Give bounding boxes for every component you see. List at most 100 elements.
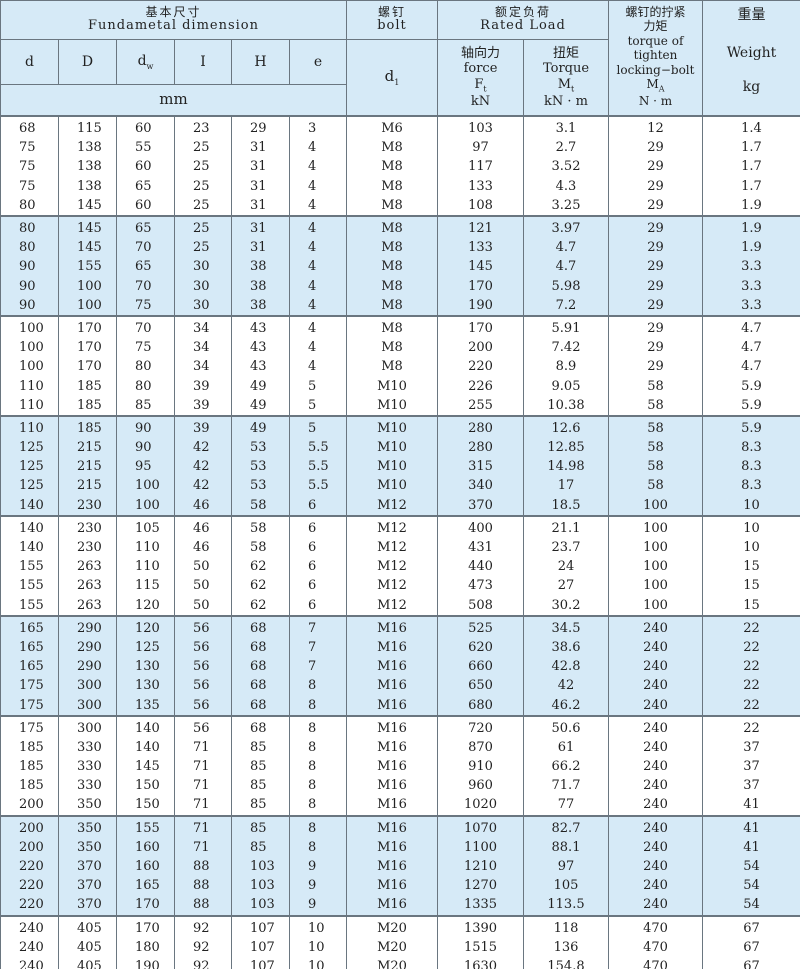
cell-D: 138: [58, 176, 117, 196]
cell-force: 97: [437, 138, 524, 158]
cell-d: 165: [0, 637, 59, 658]
cell-D: 300: [58, 695, 117, 716]
cell-H: 68: [231, 676, 290, 696]
force-unit: kN: [470, 93, 491, 109]
cell-weight: 22: [702, 637, 800, 658]
cell-e: 4: [289, 276, 347, 296]
force-symbol: Ft: [438, 77, 523, 94]
cell-dw: 90: [116, 414, 175, 438]
cell-weight: 4.7: [702, 338, 800, 358]
cell-dw: 110: [116, 537, 175, 558]
cell-d: 110: [0, 376, 59, 396]
header-tighten-torque: 螺钉的拧紧力矩 torque of tighten locking−bolt M…: [608, 0, 703, 117]
cell-dw: 80: [116, 376, 175, 396]
table-row: 155 263 110 50 62 6 M12 440 24 100 15: [0, 557, 800, 577]
cell-force: 870: [437, 737, 524, 757]
cell-bolt: M16: [346, 876, 438, 896]
cell-H: 53: [231, 457, 290, 477]
cell-e: 4: [289, 314, 347, 339]
header-rated-load: 额定负荷 Rated Load: [437, 0, 609, 40]
cell-weight: 37: [702, 737, 800, 757]
cell-D: 263: [58, 557, 117, 577]
bolt-cn: 螺钉: [377, 4, 406, 19]
cell-e: 4: [289, 195, 347, 216]
table-row: 155 263 115 50 62 6 M12 473 27 100 15: [0, 576, 800, 596]
cell-d: 165: [0, 657, 59, 677]
cell-force: 190: [437, 295, 524, 316]
cell-dw: 115: [116, 576, 175, 596]
cell-bolt: M16: [346, 856, 438, 877]
cell-dw: 100: [116, 476, 175, 496]
cell-torque: 105: [523, 876, 609, 896]
cell-torque: 18.5: [523, 495, 609, 516]
table-row: 110 185 80 39 49 5 M10 226 9.05 58 5.9: [0, 376, 800, 396]
cell-d: 175: [0, 695, 59, 716]
cell-tighten-torque: 58: [608, 414, 703, 438]
cell-dw: 65: [116, 214, 175, 239]
cell-I: 34: [174, 338, 232, 358]
cell-bolt: M16: [346, 714, 438, 738]
table-row: 75 138 60 25 31 4 M8 117 3.52 29 1.7: [0, 157, 800, 177]
cell-weight: 41: [702, 795, 800, 816]
cell-dw: 120: [116, 595, 175, 616]
cell-tighten-torque: 29: [608, 314, 703, 339]
table-row: 165 290 130 56 68 7 M16 660 42.8 240 22: [0, 657, 800, 677]
cell-D: 263: [58, 595, 117, 616]
cell-D: 263: [58, 576, 117, 596]
cell-dw: 70: [116, 276, 175, 296]
cell-d: 220: [0, 876, 59, 896]
cell-I: 42: [174, 438, 232, 458]
rated-en: Rated Load: [480, 18, 566, 34]
cell-bolt: M8: [346, 214, 438, 239]
cell-e: 6: [289, 514, 347, 538]
cell-weight: 4.7: [702, 357, 800, 377]
cell-force: 431: [437, 537, 524, 558]
cell-I: 42: [174, 476, 232, 496]
header-bolt: 螺钉 bolt: [346, 0, 438, 40]
cell-H: 62: [231, 576, 290, 596]
cell-I: 56: [174, 676, 232, 696]
cell-D: 350: [58, 837, 117, 857]
cell-torque: 154.8: [523, 956, 609, 969]
cell-tighten-torque: 29: [608, 157, 703, 177]
torque-symbol: Mt: [524, 77, 608, 94]
cell-torque: 23.7: [523, 537, 609, 558]
cell-torque: 82.7: [523, 814, 609, 838]
cell-force: 1210: [437, 856, 524, 877]
cell-H: 38: [231, 276, 290, 296]
cell-e: 8: [289, 776, 347, 796]
cell-torque: 34.5: [523, 614, 609, 638]
table-row: 110 185 90 39 49 5 M10 280 12.6 58 5.9: [0, 414, 800, 438]
cell-dw: 60: [116, 195, 175, 216]
cell-d: 100: [0, 314, 59, 339]
cell-dw: 60: [116, 157, 175, 177]
cell-d: 220: [0, 856, 59, 877]
cell-H: 103: [231, 876, 290, 896]
cell-I: 30: [174, 295, 232, 316]
cell-e: 9: [289, 895, 347, 916]
table-row: 200 350 150 71 85 8 M16 1020 77 240 41: [0, 795, 800, 816]
cell-I: 42: [174, 457, 232, 477]
table-row: 90 100 75 30 38 4 M8 190 7.2 29 3.3: [0, 295, 800, 316]
cell-torque: 50.6: [523, 714, 609, 738]
cell-force: 1335: [437, 895, 524, 916]
cell-H: 31: [231, 176, 290, 196]
cell-e: 6: [289, 576, 347, 596]
cell-dw: 150: [116, 776, 175, 796]
tighten-en: torque of tighten locking−bolt: [616, 33, 695, 77]
cell-D: 230: [58, 495, 117, 516]
cell-d: 125: [0, 457, 59, 477]
torque-sym: M: [557, 76, 572, 92]
cell-torque: 5.98: [523, 276, 609, 296]
cell-D: 405: [58, 937, 117, 957]
cell-d: 220: [0, 895, 59, 916]
cell-D: 230: [58, 514, 117, 538]
cell-D: 405: [58, 914, 117, 938]
cell-dw: 65: [116, 176, 175, 196]
cell-bolt: M16: [346, 795, 438, 816]
cell-tighten-torque: 240: [608, 695, 703, 716]
cell-tighten-torque: 29: [608, 257, 703, 277]
cell-tighten-torque: 100: [608, 514, 703, 538]
cell-torque: 7.42: [523, 338, 609, 358]
cell-tighten-torque: 29: [608, 276, 703, 296]
